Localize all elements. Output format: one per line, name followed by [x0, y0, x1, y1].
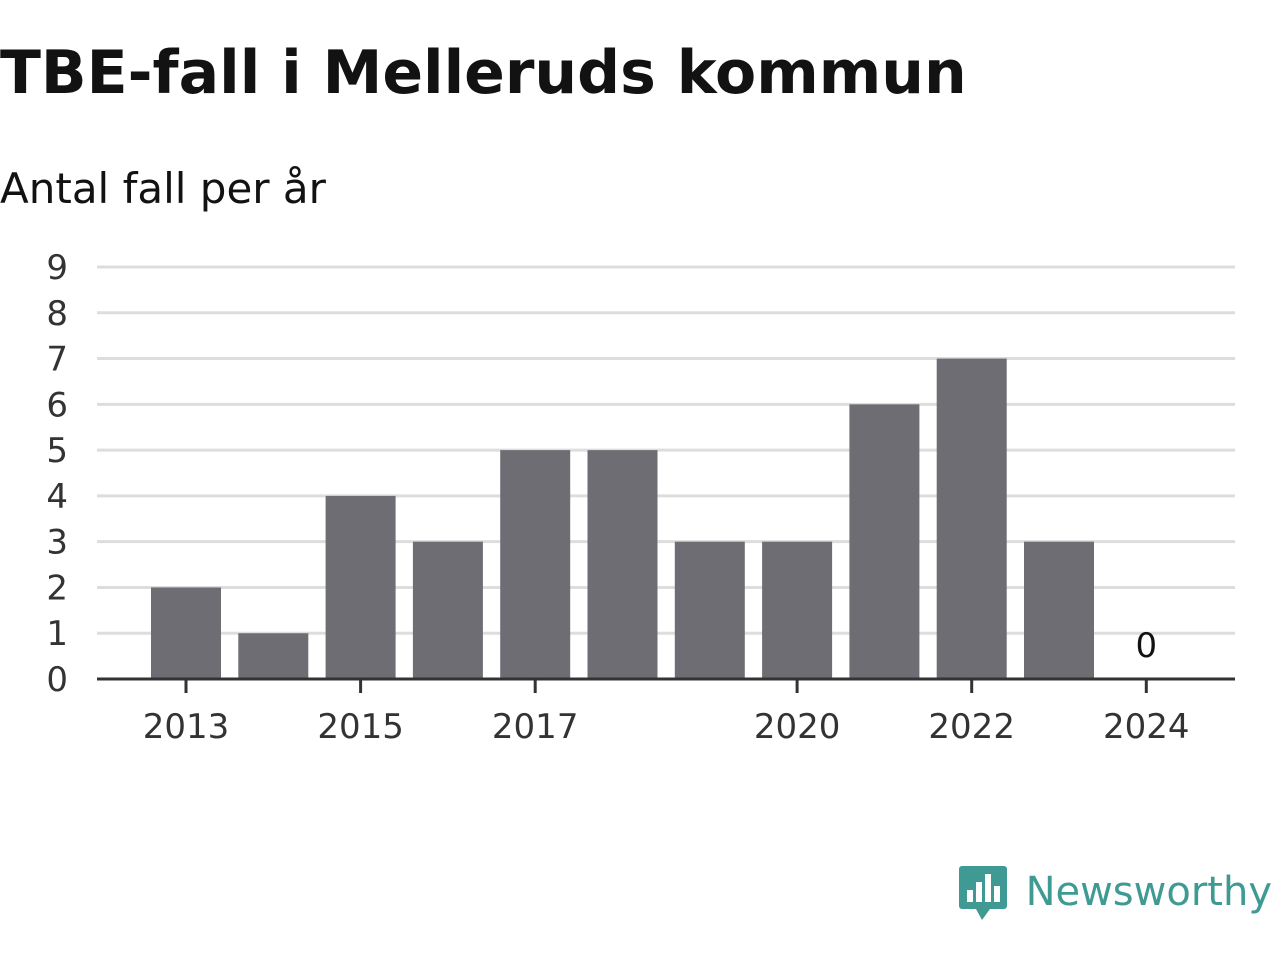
- x-tick-label: 2013: [143, 707, 230, 747]
- bars: [151, 358, 1094, 679]
- bar-2018: [587, 450, 658, 679]
- brand-name: Newsworthy: [1025, 869, 1272, 915]
- y-tick-label: 9: [46, 248, 68, 288]
- chart-title: TBE-fall i Melleruds kommun: [0, 38, 967, 108]
- y-tick-label: 7: [46, 340, 68, 380]
- newsworthy-logo: Newsworthy: [958, 862, 1272, 922]
- bar-2019: [674, 541, 745, 679]
- bar-chart: 0 1 2 3 4 5 6 7 8 9 2013 2015 2017 2020 2022 2024 0: [46, 248, 1235, 747]
- bar-2015: [325, 495, 396, 679]
- bar-2014: [238, 633, 309, 679]
- x-tick-label: 2017: [492, 707, 579, 747]
- newsworthy-logo-icon: [958, 866, 1007, 920]
- x-tick-label: 2024: [1103, 707, 1190, 747]
- data-labels: 0: [1135, 626, 1157, 666]
- y-tick-label: 0: [46, 660, 68, 700]
- bar-2021: [849, 404, 920, 679]
- y-tick-label: 4: [46, 477, 68, 517]
- bar-2013: [151, 587, 221, 679]
- y-tick-label: 5: [46, 431, 68, 471]
- chart-subtitle: Antal fall per år: [0, 164, 326, 213]
- y-tick-label: 3: [46, 523, 68, 563]
- x-axis: 2013 2015 2017 2020 2022 2024: [97, 677, 1235, 747]
- y-tick-label: 6: [46, 385, 68, 425]
- x-tick-label: 2015: [317, 707, 404, 747]
- y-axis-ticks: 0 1 2 3 4 5 6 7 8 9: [46, 248, 68, 700]
- x-tick-label: 2020: [754, 707, 841, 747]
- y-tick-label: 1: [46, 614, 68, 654]
- bar-2022: [936, 358, 1007, 679]
- y-tick-label: 8: [46, 294, 68, 334]
- y-tick-label: 2: [46, 568, 68, 608]
- bar-2020: [762, 541, 833, 679]
- bar-2017: [500, 450, 571, 679]
- bar-2023: [1024, 541, 1094, 679]
- data-label-2024: 0: [1135, 626, 1157, 666]
- bar-2016: [412, 541, 483, 679]
- x-tick-label: 2022: [928, 707, 1015, 747]
- gridlines: [97, 265, 1235, 635]
